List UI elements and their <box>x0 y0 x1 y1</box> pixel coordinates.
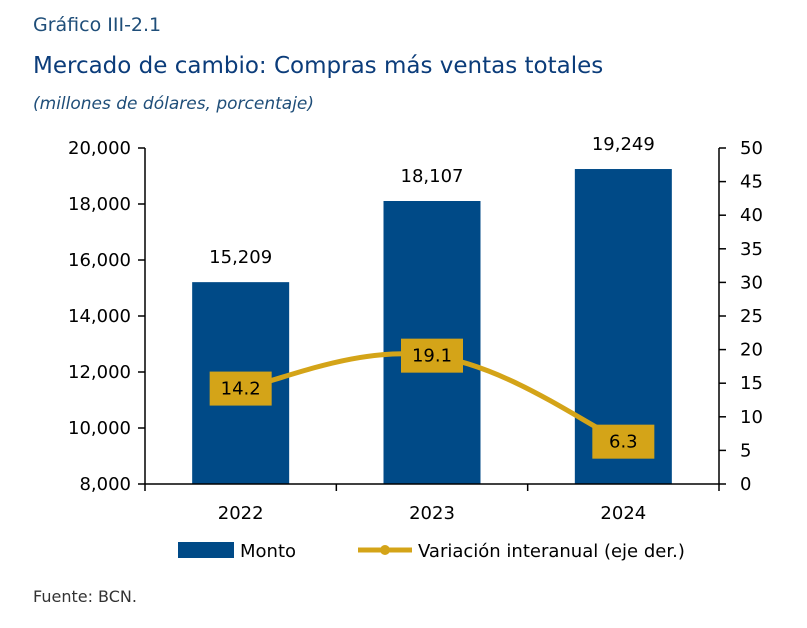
bar-label: 19,249 <box>592 134 655 155</box>
y-left-tick-label: 10,000 <box>68 418 131 439</box>
y-right-tick-label: 15 <box>740 373 763 394</box>
line-point-2024 <box>592 424 655 459</box>
legend-label-monto: Monto <box>240 541 296 562</box>
y-left-tick-label: 12,000 <box>68 362 131 383</box>
chart-label: Gráfico III-2.1 <box>33 14 162 36</box>
y-right-tick-label: 25 <box>740 306 763 327</box>
line-data-label: 19.1 <box>412 346 452 367</box>
line-data-label: 14.2 <box>221 379 261 400</box>
y-right-tick-label: 5 <box>740 440 751 461</box>
line-point-2023 <box>401 338 463 373</box>
y-right-tick-label: 0 <box>740 474 751 495</box>
line-data-label: 6.3 <box>609 432 638 453</box>
y-left-tick-label: 14,000 <box>68 306 131 327</box>
bar-label: 18,107 <box>401 166 464 187</box>
x-tick-label: 2022 <box>218 503 264 524</box>
y-left-tick-label: 20,000 <box>68 138 131 159</box>
y-right-tick-label: 40 <box>740 205 763 226</box>
source-note: Fuente: BCN. <box>33 587 137 606</box>
y-right-tick-label: 30 <box>740 272 763 293</box>
y-right-tick-label: 10 <box>740 407 763 428</box>
y-right-tick-label: 20 <box>740 340 763 361</box>
y-right-tick-label: 35 <box>740 239 763 260</box>
y-left-tick-label: 8,000 <box>79 474 131 495</box>
x-tick-label: 2023 <box>409 503 455 524</box>
bar-label: 15,209 <box>209 247 272 268</box>
y-left-tick-label: 18,000 <box>68 194 131 215</box>
chart-subtitle: (millones de dólares, porcentaje) <box>33 94 315 114</box>
y-right-tick-label: 50 <box>740 138 763 159</box>
legend-line-marker <box>380 545 390 555</box>
legend-bar-swatch <box>178 542 234 558</box>
line-point-2022 <box>209 371 272 406</box>
y-left-tick-label: 16,000 <box>68 250 131 271</box>
legend-label-variacion: Variación interanual (eje der.) <box>418 541 685 562</box>
y-right-tick-label: 45 <box>740 172 763 193</box>
x-tick-label: 2024 <box>600 503 646 524</box>
chart-title: Mercado de cambio: Compras más ventas to… <box>33 53 604 79</box>
